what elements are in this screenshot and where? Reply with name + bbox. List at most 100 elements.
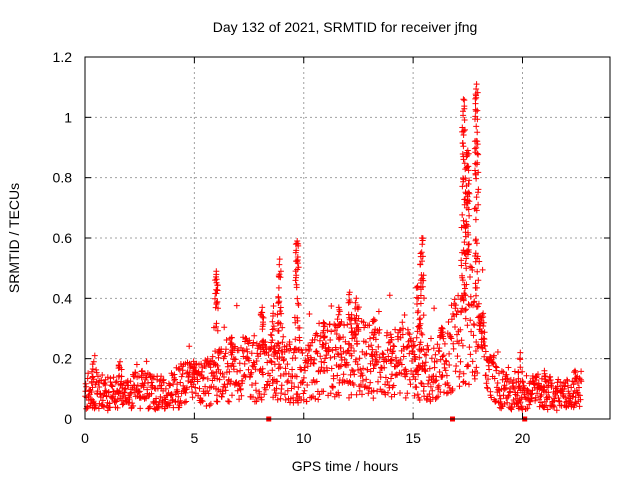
data-point <box>434 341 441 348</box>
data-point <box>105 389 112 396</box>
data-point <box>232 356 239 363</box>
data-point <box>458 308 465 315</box>
data-point <box>386 292 393 299</box>
data-point <box>162 385 169 392</box>
data-point <box>296 393 303 400</box>
data-point <box>89 384 96 391</box>
data-point <box>275 273 282 279</box>
data-point <box>426 391 433 398</box>
data-point <box>420 383 427 390</box>
data-point <box>465 167 472 174</box>
data-point <box>228 334 235 341</box>
data-point <box>413 334 420 341</box>
data-point <box>371 329 378 336</box>
data-point <box>292 241 299 248</box>
data-point <box>545 389 552 396</box>
data-point <box>370 334 377 341</box>
data-point <box>454 331 460 338</box>
data-point <box>132 370 139 377</box>
data-point <box>412 376 419 383</box>
y-tick-label: 0.6 <box>53 230 73 246</box>
data-point <box>474 129 481 136</box>
data-point <box>183 398 190 405</box>
data-point <box>554 383 561 390</box>
data-point <box>293 373 300 380</box>
data-point <box>518 394 525 401</box>
data-point <box>277 308 283 315</box>
data-point <box>276 298 283 305</box>
data-point <box>252 366 259 373</box>
data-point <box>317 353 324 360</box>
data-point <box>387 331 394 338</box>
data-point <box>297 364 304 371</box>
data-point <box>359 348 366 355</box>
data-point <box>261 348 268 355</box>
data-point <box>227 380 234 387</box>
data-point <box>320 319 327 326</box>
data-point <box>351 334 358 341</box>
data-point <box>178 373 185 380</box>
data-point <box>330 383 336 390</box>
data-point <box>293 272 300 279</box>
data-point <box>466 177 473 184</box>
data-point <box>366 322 373 329</box>
data-point <box>417 277 424 284</box>
data-point <box>260 314 267 321</box>
data-point <box>259 326 266 333</box>
data-point <box>340 371 347 378</box>
data-point <box>89 366 96 372</box>
data-point <box>517 378 524 385</box>
data-point <box>311 356 318 363</box>
data-point <box>501 401 508 407</box>
data-point <box>458 262 465 269</box>
data-point <box>393 358 400 364</box>
data-point <box>363 350 370 357</box>
data-point <box>459 342 466 349</box>
data-point <box>311 336 318 343</box>
data-point <box>182 389 189 396</box>
data-point <box>443 372 450 379</box>
data-point <box>352 317 359 324</box>
data-point <box>439 353 446 360</box>
data-point <box>532 373 539 380</box>
data-point <box>278 349 285 355</box>
data-point <box>442 357 449 364</box>
data-point <box>467 274 473 280</box>
y-tick-label: 0.4 <box>53 290 73 306</box>
data-point <box>572 375 579 382</box>
data-point <box>460 96 467 103</box>
data-point <box>93 366 100 373</box>
data-point <box>551 403 558 410</box>
data-point <box>417 315 424 322</box>
data-point <box>443 390 450 397</box>
data-point <box>413 294 420 301</box>
data-point <box>427 383 434 390</box>
data-point <box>464 251 471 258</box>
data-point <box>221 324 228 331</box>
data-point <box>269 318 276 325</box>
data-point <box>460 217 467 224</box>
data-point <box>292 345 299 352</box>
data-point <box>145 393 152 400</box>
data-point <box>451 296 458 303</box>
data-point <box>398 370 405 377</box>
data-point <box>473 292 479 299</box>
data-point <box>503 371 510 378</box>
data-point <box>373 348 380 355</box>
data-point <box>118 366 125 373</box>
data-point <box>524 405 531 412</box>
data-point <box>484 384 490 391</box>
data-point <box>536 386 543 393</box>
data-point <box>230 366 237 373</box>
data-point <box>443 358 450 365</box>
data-point <box>246 337 253 344</box>
data-point <box>265 378 271 385</box>
data-point <box>400 353 407 360</box>
data-point <box>401 346 407 352</box>
data-point <box>446 362 453 368</box>
data-point <box>211 324 217 331</box>
data-point <box>158 373 165 380</box>
data-point <box>353 341 360 347</box>
data-point <box>370 316 377 323</box>
data-point <box>219 370 226 377</box>
